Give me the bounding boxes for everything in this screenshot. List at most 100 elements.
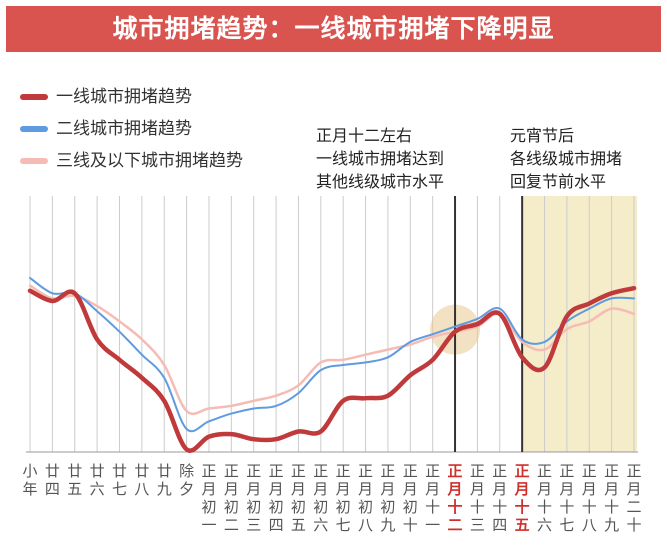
x-tick-label: 正: [559, 462, 574, 480]
x-tick-label: 正: [537, 462, 552, 480]
x-tick-label: 十: [604, 498, 619, 516]
x-tick-label: 正: [470, 462, 485, 480]
legend-swatch-tier3: [20, 158, 48, 164]
x-tick-label: 月: [447, 480, 463, 498]
x-tick-label: 一: [201, 516, 216, 534]
x-tick-label: 六: [313, 516, 328, 534]
x-tick-label: 初: [224, 498, 239, 516]
x-tick-label: 九: [604, 516, 619, 534]
x-tick-label: 初: [313, 498, 328, 516]
x-tick-label: 初: [269, 498, 284, 516]
legend-label-tier3: 三线及以下城市拥堵趋势: [56, 151, 243, 171]
x-tick-label: 月: [470, 480, 485, 498]
x-tick-label: 十: [425, 498, 440, 516]
x-tick-label: 月: [380, 480, 395, 498]
x-tick-label: 七: [112, 480, 127, 498]
x-tick-label: 八: [582, 516, 597, 534]
x-tick-label: 十: [470, 498, 485, 516]
x-tick-label: 四: [45, 480, 60, 498]
x-tick-label: 月: [425, 480, 440, 498]
x-tick-label: 十: [559, 498, 574, 516]
x-tick-label: 正: [626, 462, 641, 480]
legend-swatch-tier2: [20, 126, 48, 132]
x-tick-label: 正: [358, 462, 373, 480]
x-tick-label: 正: [224, 462, 239, 480]
annotation-day12-line-2: 一线城市拥堵达到: [316, 149, 445, 168]
x-tick-label: 一: [425, 516, 440, 534]
x-tick-label: 四: [492, 516, 507, 534]
x-tick-label: 廿: [67, 462, 82, 480]
x-tick-label: 十: [515, 498, 530, 516]
x-tick-label: 初: [246, 498, 261, 516]
x-tick-label: 正: [291, 462, 306, 480]
x-tick-label: 月: [514, 480, 530, 498]
x-tick-label: 月: [313, 480, 328, 498]
x-tick-label: 五: [67, 480, 82, 498]
x-tick-label: 初: [358, 498, 373, 516]
x-tick-label: 廿: [157, 462, 172, 480]
legend-label-tier1: 一线城市拥堵趋势: [56, 87, 192, 107]
x-tick-label: 正: [448, 462, 463, 480]
x-tick-label: 正: [380, 462, 395, 480]
x-tick-label: 十: [448, 498, 463, 516]
x-tick-label: 廿: [134, 462, 149, 480]
x-tick-label: 廿: [112, 462, 127, 480]
x-tick-label: 月: [358, 480, 373, 498]
x-tick-label: 初: [336, 498, 351, 516]
legend-label-tier2: 二线城市拥堵趋势: [56, 119, 192, 139]
x-tick-label: 八: [358, 516, 373, 534]
x-tick-label: 十: [537, 498, 552, 516]
x-tick-label: 月: [492, 480, 507, 498]
x-tick-label: 正: [604, 462, 619, 480]
x-tick-label: 正: [336, 462, 351, 480]
x-tick-label: 廿: [90, 462, 105, 480]
x-tick-label: 月: [403, 480, 418, 498]
x-tick-label: 月: [246, 480, 261, 498]
x-tick-label: 九: [380, 516, 395, 534]
x-tick-label: 九: [157, 480, 172, 498]
annotation-day12-line-1: 正月十二左右: [316, 126, 413, 145]
x-tick-label: 廿: [45, 462, 60, 480]
x-tick-label: 夕: [179, 480, 194, 498]
legend-swatch-tier1: [20, 94, 48, 100]
x-tick-label: 五: [291, 516, 306, 534]
x-tick-label: 正: [492, 462, 507, 480]
annotation-day15-line-1: 元宵节后: [510, 126, 575, 145]
x-tick-label: 二: [626, 498, 641, 516]
x-tick-label: 月: [537, 480, 552, 498]
x-tick-label: 十: [492, 498, 507, 516]
x-tick-label: 正: [246, 462, 261, 480]
x-tick-label: 正: [515, 462, 530, 480]
x-tick-label: 初: [291, 498, 306, 516]
x-tick-label: 二: [448, 516, 463, 534]
x-tick-label: 月: [201, 480, 216, 498]
x-tick-label: 月: [224, 480, 239, 498]
chart-title: 城市拥堵趋势：一线城市拥堵下降明显: [6, 6, 661, 52]
x-tick-label: 七: [559, 516, 574, 534]
x-tick-label: 月: [559, 480, 574, 498]
x-tick-label: 二: [224, 516, 239, 534]
x-tick-label: 六: [90, 480, 105, 498]
annotation-day15: 元宵节后 各线级城市拥堵 回复节前水平: [510, 124, 622, 193]
x-tick-label: 八: [134, 480, 149, 498]
x-tick-label: 月: [269, 480, 284, 498]
x-tick-label: 初: [403, 498, 418, 516]
series-line-tier2: [29, 276, 635, 433]
x-tick-label: 初: [201, 498, 216, 516]
x-tick-label: 三: [470, 516, 485, 534]
x-tick-label: 月: [626, 480, 641, 498]
x-tick-label: 正: [269, 462, 284, 480]
x-tick-label: 十: [582, 498, 597, 516]
x-tick-label: 正: [582, 462, 597, 480]
series-line-tier3: [28, 284, 636, 416]
x-tick-label: 正: [425, 462, 440, 480]
x-tick-label: 七: [336, 516, 351, 534]
x-tick-label: 小: [22, 462, 37, 480]
x-tick-label: 月: [291, 480, 306, 498]
x-tick-label: 年: [22, 480, 37, 498]
x-tick-label: 月: [604, 480, 619, 498]
x-tick-label: 正: [403, 462, 418, 480]
x-tick-label: 四: [269, 516, 284, 534]
x-tick-label: 十: [626, 516, 641, 534]
